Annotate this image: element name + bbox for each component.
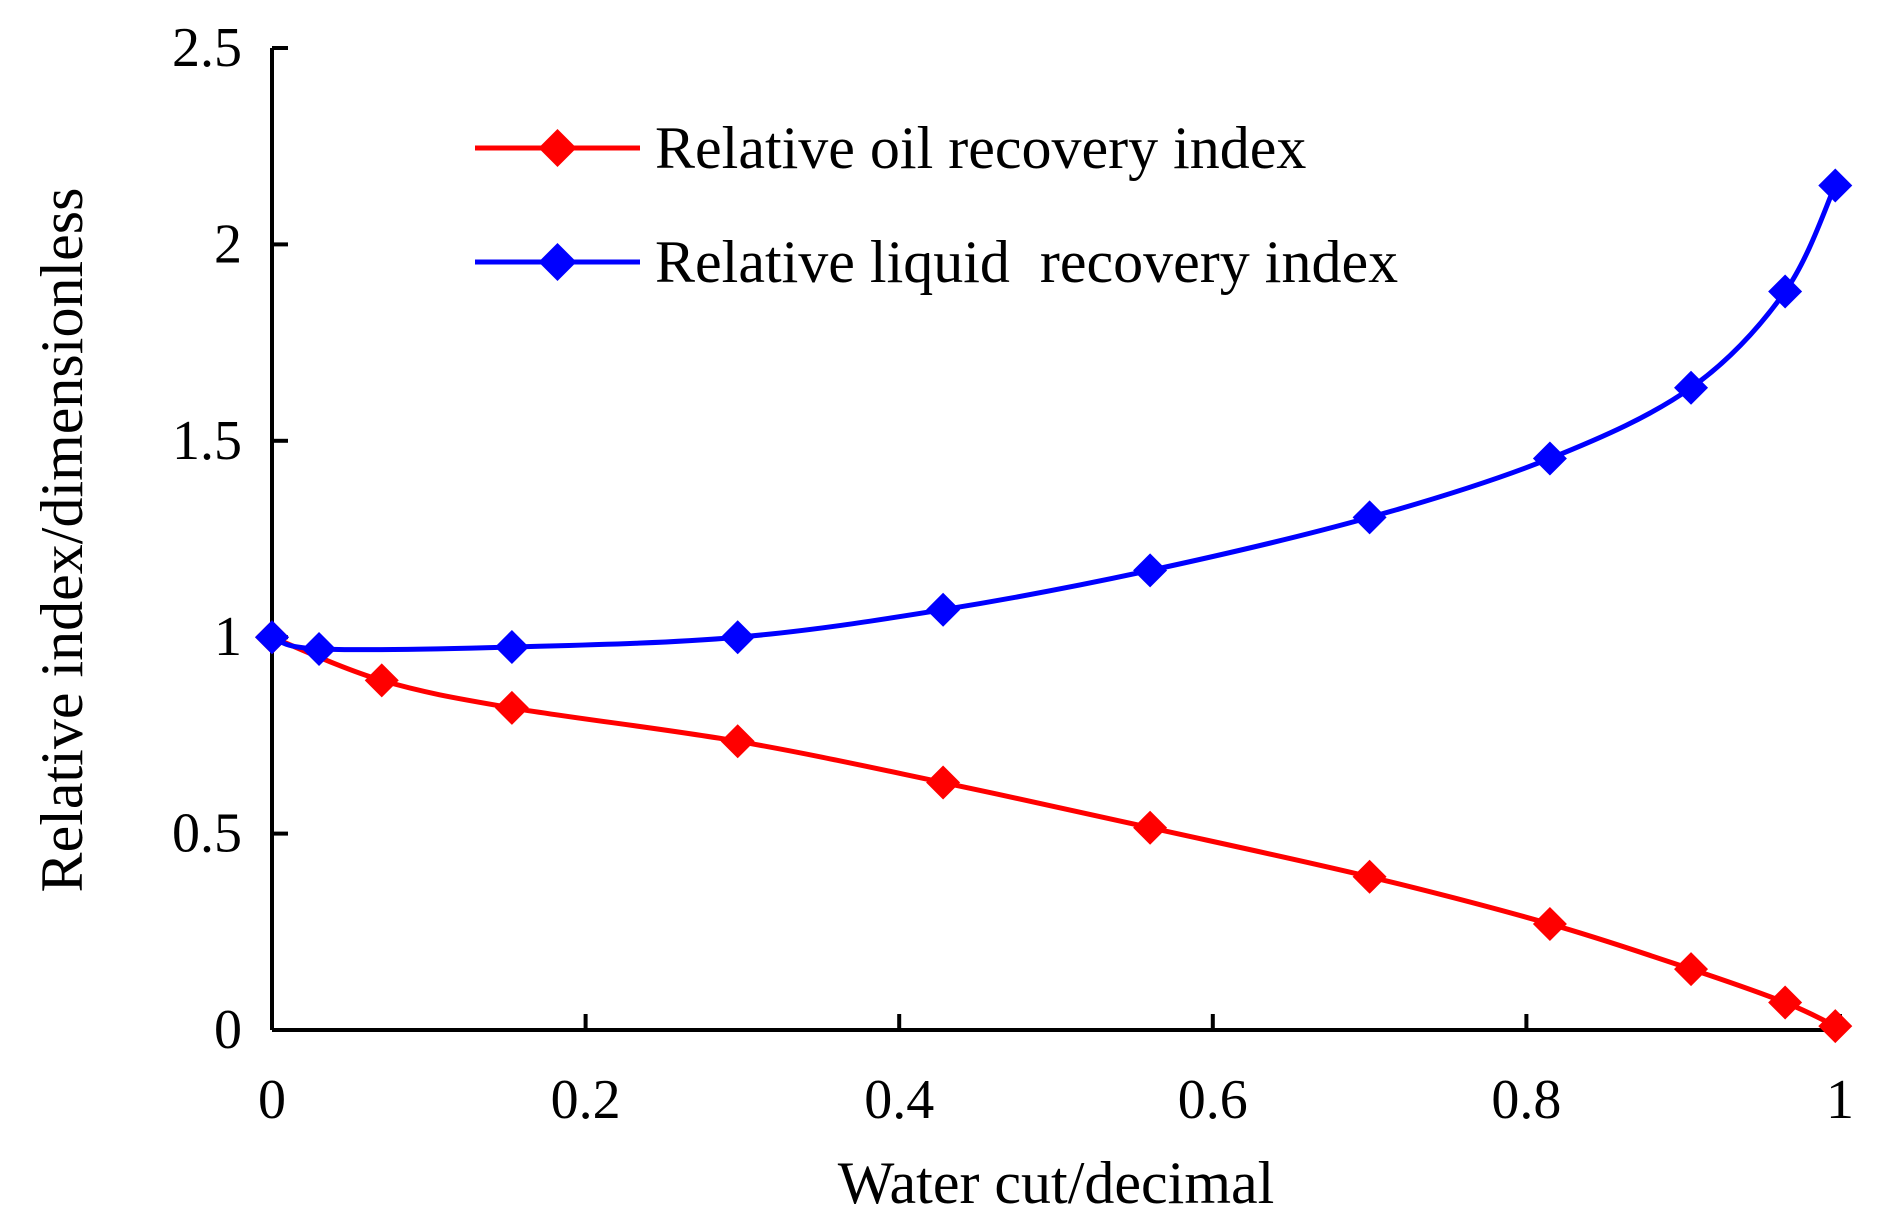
data-point-marker — [1532, 441, 1567, 476]
series-line — [269, 634, 1838, 1029]
data-point-marker — [1674, 952, 1709, 987]
data-point-marker — [1768, 985, 1803, 1020]
x-tick-label: 0.4 — [864, 1069, 934, 1131]
x-tick-label: 0 — [258, 1069, 286, 1131]
data-point-marker — [1133, 553, 1168, 588]
data-point-marker — [1818, 1009, 1853, 1044]
data-point-marker — [302, 631, 337, 666]
legend-label: Relative liquid recovery index — [655, 229, 1398, 295]
data-point-marker — [1674, 370, 1709, 405]
data-point-marker — [1532, 906, 1567, 941]
data-point-marker — [1352, 500, 1387, 535]
data-point-marker — [1768, 274, 1803, 309]
data-point-marker — [720, 620, 755, 655]
y-tick-label: 1.5 — [172, 410, 242, 472]
legend-marker-icon — [538, 129, 577, 167]
series-liquid-recovery — [255, 168, 1853, 666]
x-tick-label: 1 — [1826, 1069, 1854, 1131]
series-oil-recovery — [255, 620, 1853, 1044]
data-point-marker — [1133, 810, 1168, 845]
data-point-marker — [494, 690, 529, 725]
legend: Relative oil recovery index Relative liqu… — [475, 115, 1398, 295]
y-tick-label: 2 — [214, 213, 242, 275]
y-axis-ticks: 0 0.5 1 1.5 2 2.5 — [172, 17, 288, 1061]
y-tick-label: 0.5 — [172, 803, 242, 865]
data-point-marker — [720, 724, 755, 759]
data-point-marker — [364, 663, 399, 698]
data-point-marker — [255, 620, 289, 655]
x-axis-ticks: 0 0.2 0.4 0.6 0.8 1 — [258, 1014, 1854, 1131]
x-tick-label: 0.2 — [551, 1069, 621, 1131]
y-tick-label: 0 — [214, 999, 242, 1061]
y-tick-label: 1 — [214, 606, 242, 668]
data-point-marker — [1352, 859, 1387, 894]
x-axis-title: Water cut/decimal — [838, 1150, 1275, 1216]
y-axis-title: Relative index/dimensionless — [29, 188, 95, 893]
legend-marker-icon — [538, 243, 577, 281]
legend-label: Relative oil recovery index — [655, 115, 1306, 181]
x-tick-label: 0.8 — [1491, 1069, 1561, 1131]
y-tick-label: 2.5 — [172, 17, 242, 79]
data-point-marker — [926, 765, 961, 800]
data-point-marker — [494, 630, 529, 665]
x-tick-label: 0.6 — [1178, 1069, 1248, 1131]
data-point-marker — [1818, 168, 1853, 203]
data-point-marker — [926, 592, 961, 627]
series-layer — [255, 168, 1853, 1044]
